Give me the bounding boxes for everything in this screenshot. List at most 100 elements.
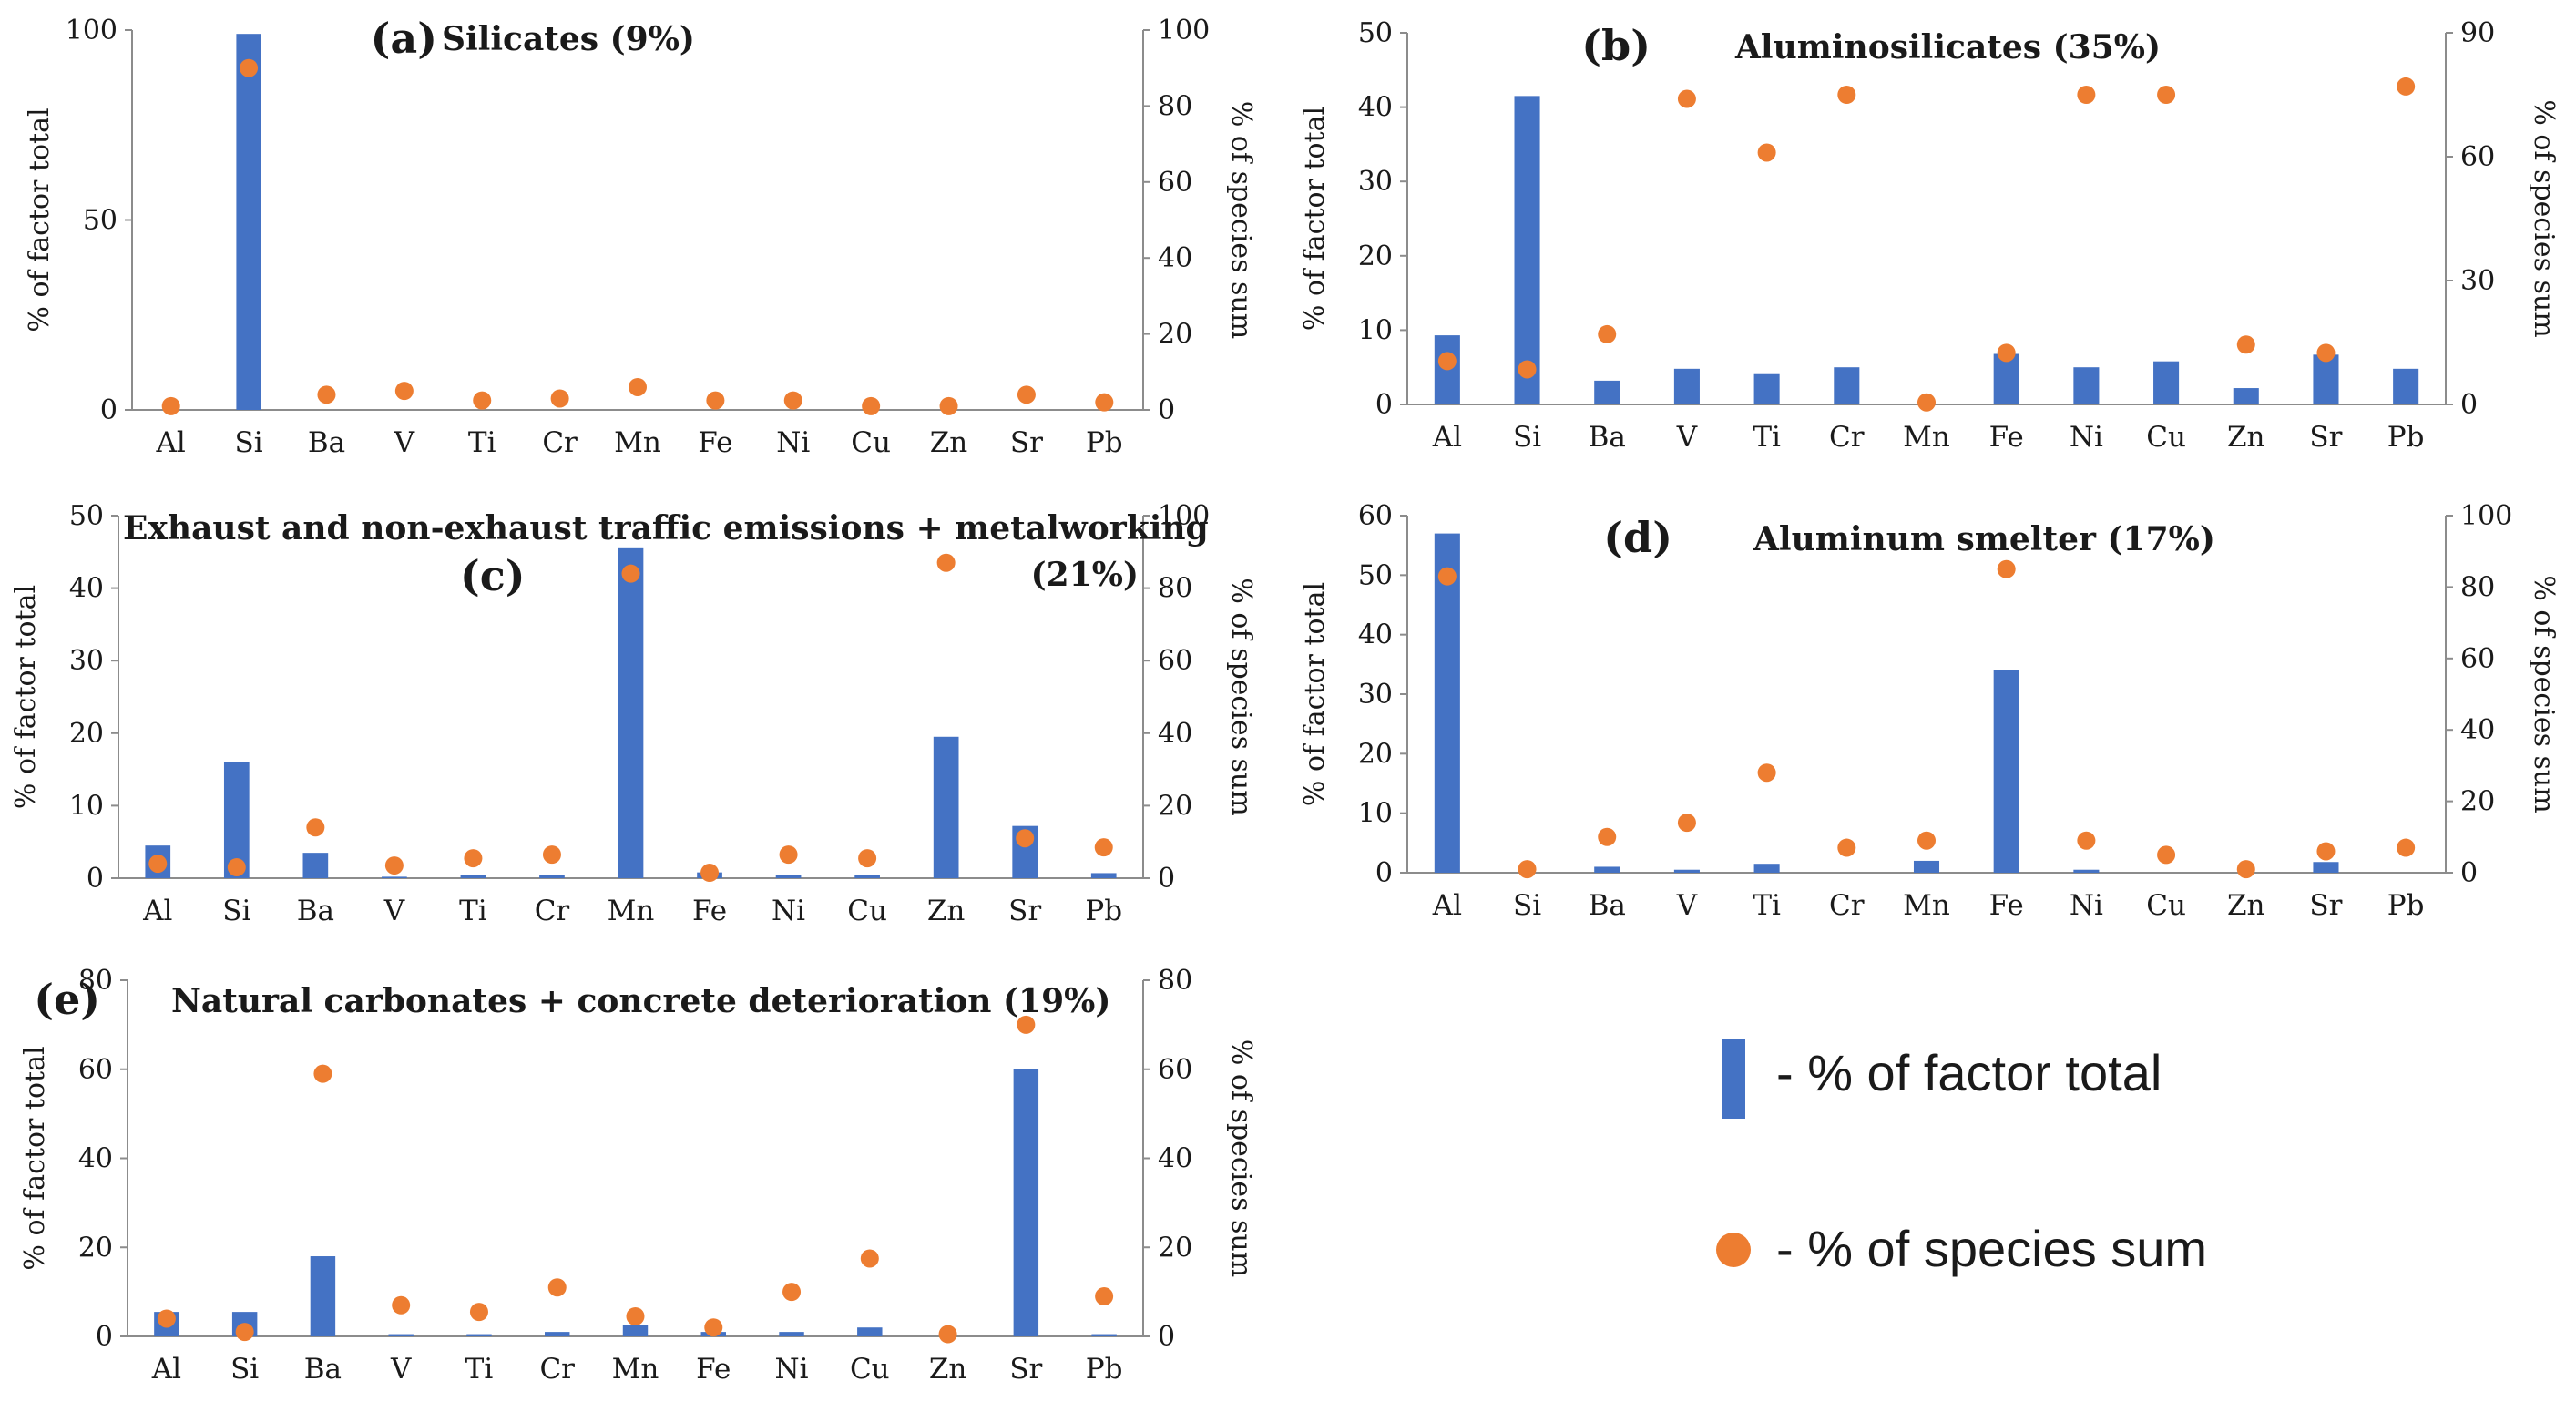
category-label-v: V (1676, 889, 1698, 922)
dot-cu (858, 849, 877, 868)
left-tick-label: 30 (1358, 679, 1393, 711)
dot-ni (779, 845, 798, 865)
bar-cu (857, 1327, 883, 1336)
bar-cr (539, 875, 565, 878)
category-label-zn: Zn (2227, 889, 2265, 922)
dot-al (148, 855, 168, 874)
dot-pb (1094, 838, 1113, 857)
category-label-v: V (390, 1353, 412, 1386)
category-label-al: Al (156, 426, 186, 459)
category-label-ba: Ba (1589, 421, 1626, 454)
bar-ni (775, 875, 802, 878)
dot-cr (542, 845, 561, 865)
left-tick-label: 10 (1358, 798, 1393, 830)
right-tick-label: 80 (1158, 573, 1192, 605)
left-tick-label: 30 (69, 645, 104, 677)
left-tick-label: 10 (1358, 314, 1393, 346)
bar-ba (1594, 866, 1620, 873)
category-label-fe: Fe (1989, 889, 2024, 922)
category-label-ba: Ba (297, 895, 334, 927)
right-tick-label: 40 (1158, 242, 1192, 274)
dot-mn (1917, 393, 1936, 412)
category-label-pb: Pb (1086, 426, 1123, 459)
dot-al (1437, 567, 1457, 586)
left-axis-title: % of factor total (1299, 582, 1331, 806)
panel-title: Exhaust and non-exhaust traffic emission… (123, 509, 1209, 547)
category-label-cu: Cu (2146, 421, 2186, 454)
dot-pb (2397, 838, 2416, 857)
bar-al (1434, 533, 1460, 873)
bar-si (1514, 96, 1540, 405)
bar-fe (1993, 670, 2019, 873)
dot-cr (1837, 838, 1856, 857)
dot-pb (2397, 77, 2416, 96)
dot-mn (626, 1307, 645, 1326)
panel-title: Natural carbonates + concrete deteriorat… (171, 982, 1110, 1020)
left-tick-label: 20 (69, 718, 104, 750)
category-label-ti: Ti (1753, 421, 1781, 454)
right-tick-label: 60 (1158, 1054, 1192, 1086)
category-label-sr: Sr (1009, 1353, 1042, 1386)
right-tick-label: 20 (1158, 1232, 1192, 1264)
category-label-zn: Zn (2227, 421, 2265, 454)
category-label-cr: Cr (1829, 421, 1865, 454)
panel-title: Aluminosilicates (35%) (1734, 28, 2161, 67)
category-label-cu: Cu (2146, 889, 2186, 922)
dot-si (227, 858, 246, 877)
left-tick-label: 0 (87, 863, 104, 895)
dot-al (1437, 352, 1457, 371)
dot-ba (317, 385, 336, 404)
right-tick-label: 60 (2460, 643, 2495, 675)
category-label-pb: Pb (1085, 895, 1122, 927)
dot-si (1518, 860, 1537, 879)
dot-ba (306, 818, 325, 837)
category-label-ni: Ni (776, 426, 810, 459)
panel-letter: (d) (1603, 513, 1672, 562)
left-tick-label: 50 (1358, 17, 1393, 49)
left-axis-title: % of factor total (24, 107, 56, 332)
bar-sr (1013, 1069, 1039, 1336)
bar-ti (460, 875, 486, 878)
right-tick-label: 40 (1158, 1143, 1192, 1175)
dot-ba (1598, 827, 1617, 846)
dot-al (161, 396, 180, 415)
right-tick-label: 20 (1158, 790, 1192, 822)
category-label-ba: Ba (304, 1353, 342, 1386)
category-label-cu: Cu (847, 895, 887, 927)
right-tick-label: 30 (2460, 265, 2495, 297)
dot-zn (2236, 860, 2255, 879)
category-label-ti: Ti (465, 1353, 494, 1386)
category-label-ba: Ba (1589, 889, 1626, 922)
bar-cu (2153, 361, 2180, 404)
category-label-mn: Mn (1903, 421, 1950, 454)
dot-al (157, 1309, 176, 1328)
bar-pb (1091, 1334, 1117, 1336)
dot-cr (550, 389, 569, 408)
left-axis-title: % of factor total (19, 1046, 51, 1270)
category-label-cu: Cu (850, 1353, 890, 1386)
category-label-cu: Cu (851, 426, 891, 459)
bar-v (382, 876, 407, 878)
dot-fe (706, 391, 725, 410)
category-label-sr: Sr (2309, 889, 2342, 922)
category-label-mn: Mn (608, 895, 655, 927)
left-tick-label: 0 (1375, 389, 1393, 421)
legend: - % of factor total - % of species sum (1716, 1039, 2207, 1277)
left-tick-label: 80 (78, 965, 113, 997)
right-tick-label: 60 (1158, 645, 1192, 677)
category-label-mn: Mn (614, 426, 661, 459)
legend-bar-swatch (1722, 1039, 1745, 1119)
right-tick-label: 0 (1158, 1321, 1175, 1353)
category-label-fe: Fe (698, 426, 732, 459)
right-tick-label: 40 (2460, 714, 2495, 746)
bar-v (388, 1334, 414, 1336)
dot-si (240, 58, 259, 77)
bar-cr (545, 1332, 570, 1336)
dot-sr (1017, 1015, 1036, 1034)
panel-title-suffix: (21%) (1031, 556, 1139, 594)
dot-mn (1917, 831, 1936, 850)
bar-ni (2073, 367, 2100, 404)
dot-si (1518, 360, 1537, 379)
